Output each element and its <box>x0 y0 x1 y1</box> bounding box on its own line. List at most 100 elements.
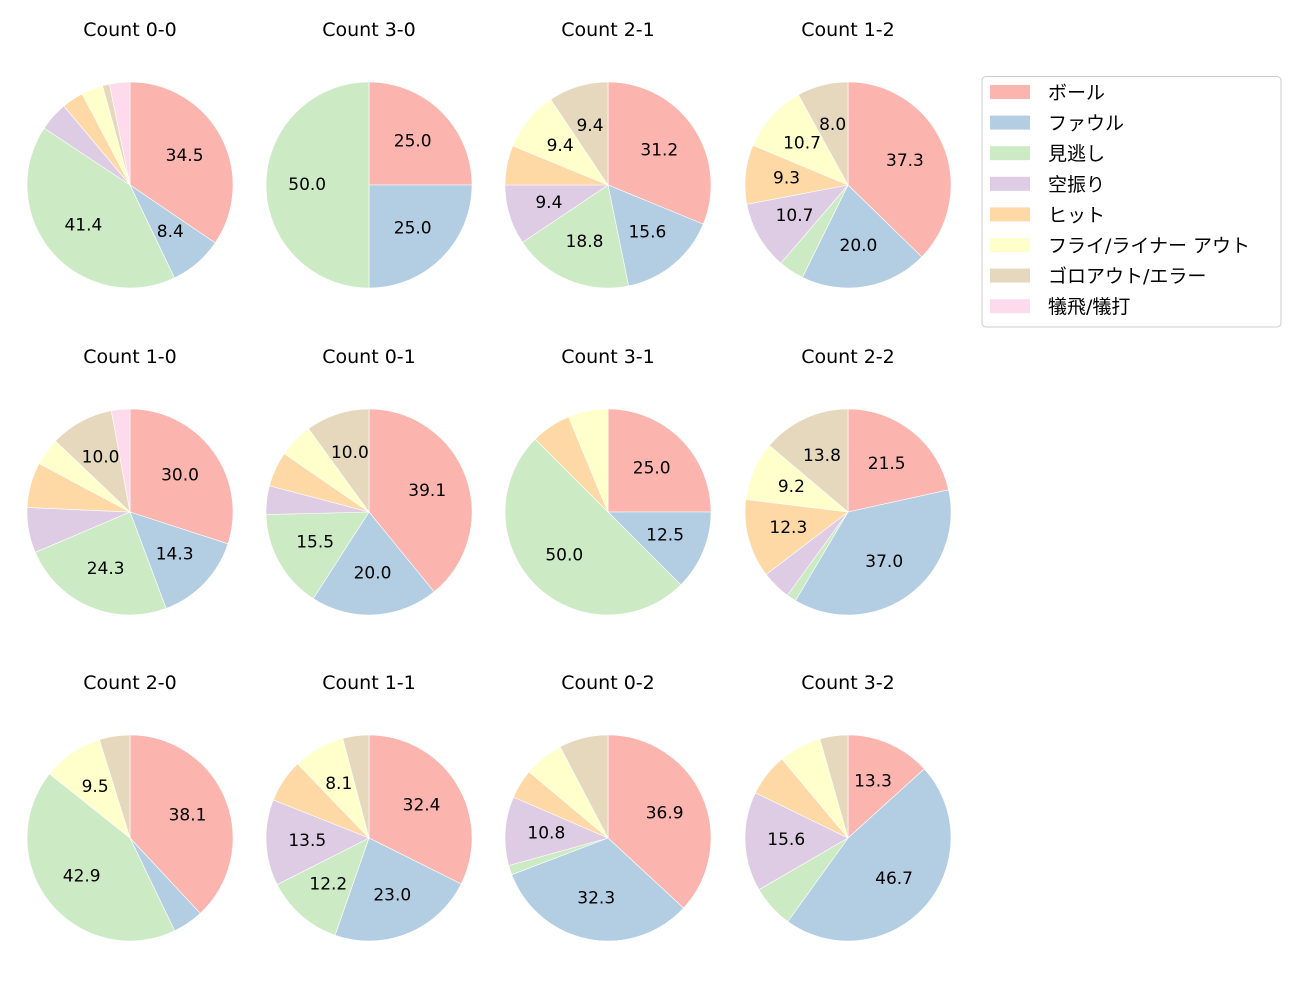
pie-slice-2 <box>129 511 229 609</box>
legend-label: 犠飛/犠打 <box>1048 296 1130 318</box>
pie-slice-1 <box>607 81 712 225</box>
pie-count-3-0: Count 3-0 25.0 25.0 50.0 <box>265 19 473 289</box>
pie-slice-3 <box>276 837 370 936</box>
pie-slice-label: 13.5 <box>288 831 326 851</box>
legend-label: ボール <box>1048 82 1105 104</box>
pie-slice-7 <box>819 734 849 839</box>
pie-slice-3 <box>504 438 682 616</box>
pie-title: Count 0-0 <box>83 19 177 41</box>
pie-slice-label: 8.4 <box>157 222 184 242</box>
pie-slice-label: 9.2 <box>778 477 805 497</box>
pie-slice-label: 31.2 <box>640 141 678 161</box>
pie-slice-3 <box>265 81 370 289</box>
pie-count-2-0: Count 2-0 38.1 42.9 9.5 <box>26 672 234 942</box>
pie-slice-8 <box>110 408 131 513</box>
pie-slice-8 <box>109 81 131 186</box>
pie-title: Count 3-2 <box>801 672 895 694</box>
pie-slice-label: 50.0 <box>288 175 326 195</box>
pie-title: Count 2-0 <box>83 672 177 694</box>
legend-label: 空振り <box>1048 174 1105 196</box>
pie-slice-label: 15.6 <box>767 830 805 850</box>
pie-title: Count 0-1 <box>322 346 416 368</box>
pie-slice-3 <box>34 511 167 616</box>
pie-slice-1 <box>847 734 925 839</box>
legend-swatch <box>990 299 1030 314</box>
pie-slice-label: 21.5 <box>868 454 906 474</box>
pie-slice-1 <box>368 81 473 186</box>
pie-slice-label: 25.0 <box>394 219 432 239</box>
pie-slice-label: 18.8 <box>566 232 604 252</box>
pie-slice-label: 15.6 <box>628 223 666 243</box>
pie-slice-label: 46.7 <box>875 869 913 889</box>
pie-slice-label: 15.5 <box>296 532 334 552</box>
pie-slice-1 <box>847 408 949 513</box>
pie-slice-2 <box>368 184 473 289</box>
pie-slice-label: 9.5 <box>82 777 109 797</box>
pie-slice-4 <box>504 796 609 866</box>
pie-slice-label: 9.4 <box>547 136 574 156</box>
pie-slice-3 <box>26 773 176 942</box>
pie-slice-1 <box>607 408 712 513</box>
pie-slice-7 <box>342 734 370 839</box>
pie-slice-3 <box>26 127 175 289</box>
pie-slice-2 <box>607 511 712 586</box>
pie-slice-1 <box>847 81 952 258</box>
pie-slice-label: 32.4 <box>403 795 441 815</box>
pie-slice-2 <box>312 511 435 616</box>
pie-slice-2 <box>607 184 704 287</box>
pie-slice-label: 20.0 <box>354 564 392 584</box>
pie-slice-1 <box>129 408 234 545</box>
legend-swatch <box>990 85 1030 99</box>
pie-slice-2 <box>511 837 684 942</box>
pie-title: Count 3-0 <box>322 19 416 41</box>
pie-slice-label: 37.0 <box>865 552 903 572</box>
legend-frame <box>981 76 1282 328</box>
pie-slice-4 <box>744 792 849 891</box>
pie-count-1-0: Count 1-0 30.0 14.3 24.3 10.0 <box>26 346 234 616</box>
pie-slice-2 <box>334 837 462 942</box>
legend-swatch <box>990 207 1030 222</box>
pie-slice-4 <box>746 184 849 264</box>
pie-title: Count 1-0 <box>83 346 177 368</box>
pie-slice-label: 9.3 <box>773 169 800 189</box>
legend-swatch <box>990 146 1030 161</box>
pie-slice-1 <box>368 408 473 593</box>
pie-slice-label: 14.3 <box>156 545 194 565</box>
pie-slice-5 <box>744 499 849 575</box>
pie-slice-label: 38.1 <box>169 805 207 825</box>
legend-label: ゴロアウト/エラー <box>1048 266 1206 288</box>
pie-slice-label: 10.0 <box>331 443 369 463</box>
pie-slice-label: 37.3 <box>886 151 924 171</box>
pie-slice-label: 10.0 <box>82 448 120 468</box>
pie-slice-7 <box>797 81 849 186</box>
pie-title: Count 1-2 <box>801 19 895 41</box>
legend-swatch <box>990 115 1030 130</box>
pie-slice-label: 12.2 <box>309 875 347 895</box>
pie-slice-7 <box>99 734 131 839</box>
pie-title: Count 2-2 <box>801 346 895 368</box>
pie-slice-label: 50.0 <box>545 546 583 566</box>
pie-slice-label: 10.7 <box>783 134 821 154</box>
pie-count-0-1: Count 0-1 39.1 20.0 15.5 10.0 <box>265 346 473 616</box>
pie-title: Count 3-1 <box>561 346 655 368</box>
pie-slice-label: 10.8 <box>527 824 565 844</box>
legend-label: ヒット <box>1048 204 1105 226</box>
pie-title: Count 1-1 <box>322 672 416 694</box>
pie-slice-label: 23.0 <box>373 885 411 905</box>
pie-slice-label: 30.0 <box>161 466 199 486</box>
pie-slice-label: 8.1 <box>325 774 352 794</box>
legend-swatch <box>990 238 1030 252</box>
pie-slice-1 <box>129 734 234 914</box>
pie-count-2-2: Count 2-2 21.5 37.0 12.3 9.2 13.8 <box>744 346 952 616</box>
pie-slice-7 <box>768 408 849 513</box>
pie-count-0-2: Count 0-2 36.9 32.3 10.8 <box>504 672 712 942</box>
pie-slice-label: 10.7 <box>776 206 814 226</box>
pie-slice-3 <box>265 511 370 600</box>
pie-slice-label: 41.4 <box>64 216 102 236</box>
pie-slice-2 <box>787 768 952 942</box>
pie-slice-label: 9.4 <box>535 193 562 213</box>
legend-swatch <box>990 176 1030 191</box>
pie-slice-label: 34.5 <box>166 146 204 166</box>
